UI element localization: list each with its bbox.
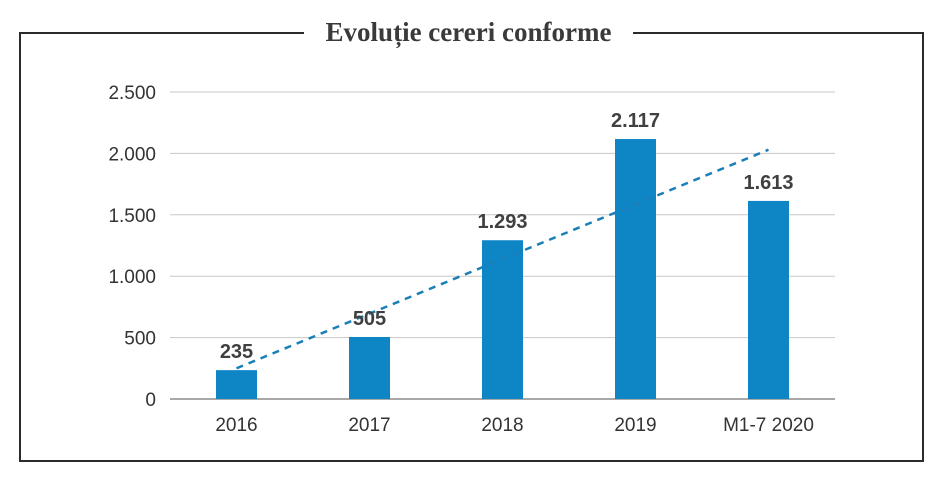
data-label: 235 xyxy=(220,341,253,363)
bar xyxy=(349,336,390,399)
x-tick-label: 2018 xyxy=(481,415,523,436)
trendline xyxy=(236,148,769,370)
chart-title: Evoluție cereri conforme xyxy=(0,14,937,50)
bars xyxy=(216,139,789,399)
chart-title-text: Evoluție cereri conforme xyxy=(303,17,634,47)
data-label: 2.117 xyxy=(611,110,660,132)
x-tick-label: M1-7 2020 xyxy=(723,415,814,436)
x-tick-label: 2016 xyxy=(215,415,257,436)
bar xyxy=(748,200,789,399)
bar xyxy=(216,370,257,399)
data-label: 1.613 xyxy=(743,172,793,194)
y-tick-label: 2.000 xyxy=(108,144,156,165)
y-axis: 0 500 1.000 1.500 2.000 2.500 xyxy=(108,83,156,411)
x-tick-label: 2017 xyxy=(348,415,390,436)
bar xyxy=(482,240,523,399)
data-label: 1.293 xyxy=(477,211,527,233)
y-tick-label: 500 xyxy=(124,329,156,350)
bar xyxy=(615,139,656,399)
y-tick-label: 0 xyxy=(145,390,156,411)
data-labels: 235 505 1.293 2.117 1.613 xyxy=(220,110,794,363)
x-tick-label: 2019 xyxy=(614,415,656,436)
data-label: 505 xyxy=(353,308,386,330)
y-tick-label: 1.500 xyxy=(108,206,156,227)
y-tick-label: 2.500 xyxy=(108,83,156,104)
y-tick-label: 1.000 xyxy=(108,267,156,288)
trendline-line xyxy=(236,148,769,370)
x-axis: 2016 2017 2018 2019 M1-7 2020 xyxy=(215,415,814,436)
